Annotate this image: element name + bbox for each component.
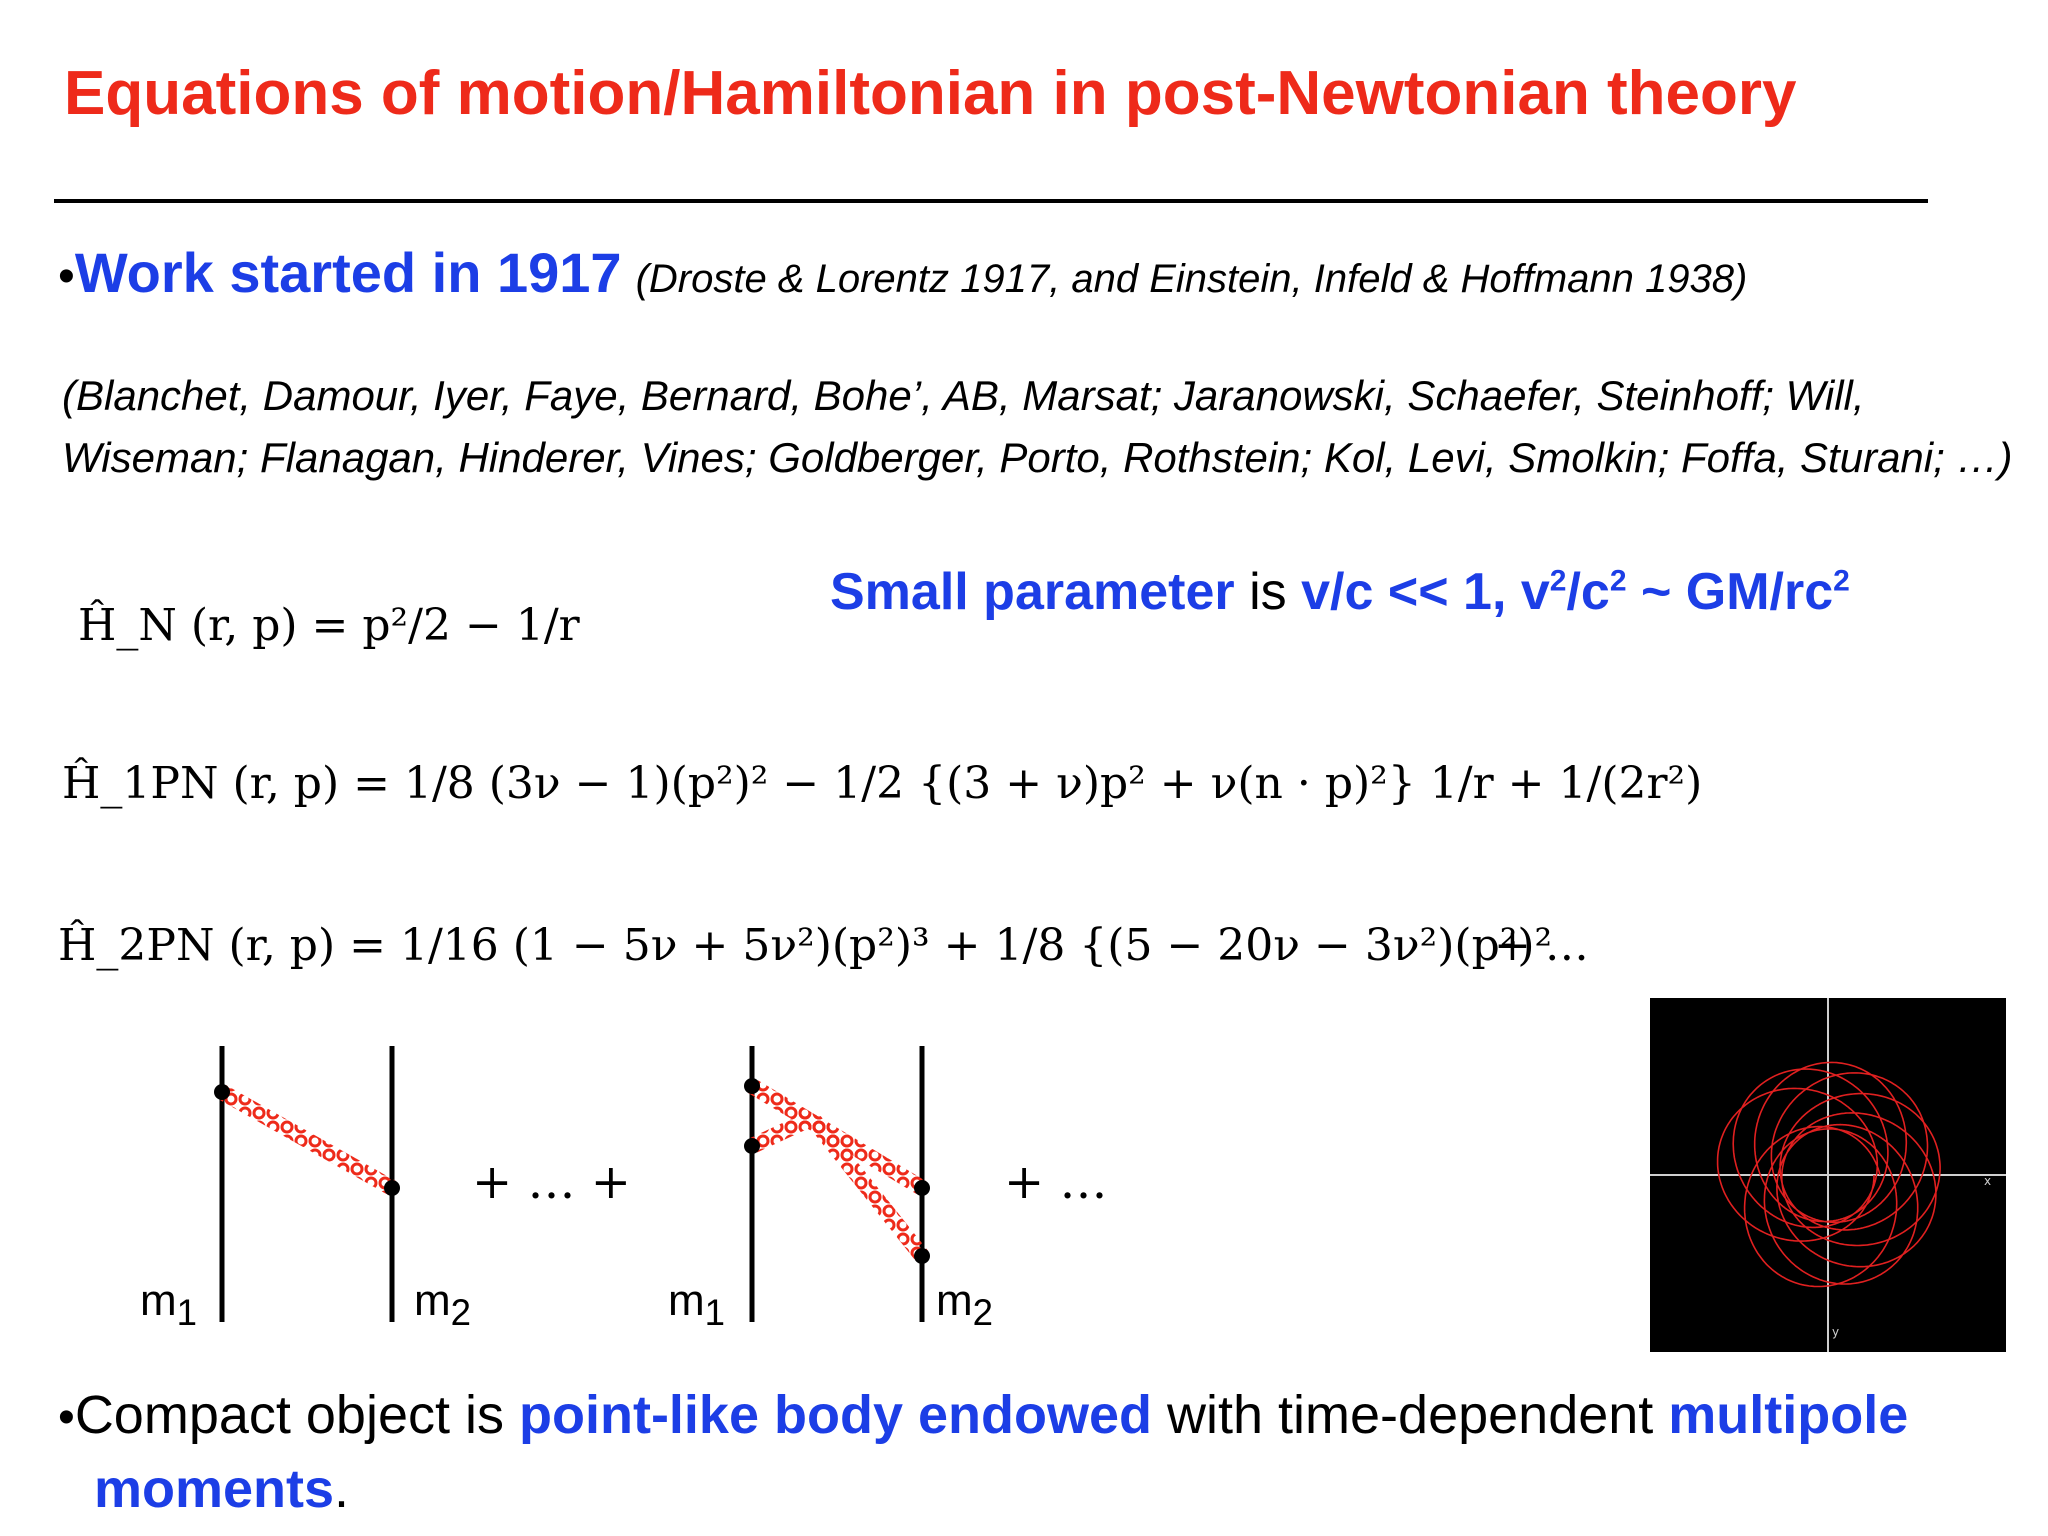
small-parameter-is: is xyxy=(1234,563,1302,621)
orbit-x-label: x xyxy=(1984,1174,1991,1188)
bullet-work-started: •Work started in 1917 (Droste & Lorentz 1… xyxy=(58,240,1747,305)
bullet1-main: Work started in 1917 xyxy=(74,241,622,304)
bullet-dot: • xyxy=(58,250,75,303)
vertex-dot xyxy=(914,1248,930,1264)
vertex-dot xyxy=(744,1078,760,1094)
orbit-y-label: y xyxy=(1832,1325,1839,1339)
mass-label-m2-diagram2: m2 xyxy=(936,1276,993,1334)
bullet2-mid: with time-dependent xyxy=(1152,1385,1669,1445)
mass-label-m2-diagram1: m2 xyxy=(414,1276,471,1334)
small-parameter-sup3: 2 xyxy=(1833,564,1850,598)
small-parameter-statement: Small parameter is v/c << 1, v2/c2 ~ GM/… xyxy=(830,562,1850,622)
vertex-dot xyxy=(214,1084,230,1100)
bullet-compact-object-continuation: moments. xyxy=(94,1458,349,1520)
mass-subscript: 1 xyxy=(704,1291,726,1333)
mass-symbol: m xyxy=(414,1276,451,1325)
small-parameter-expr-b: /c xyxy=(1566,563,1610,621)
mass-symbol: m xyxy=(668,1276,705,1325)
mass-label-m1-diagram2: m1 xyxy=(668,1276,725,1334)
bullet2-pre: Compact object is xyxy=(74,1385,519,1445)
bullet2-highlight3: moments xyxy=(94,1459,335,1519)
orbit-path xyxy=(1716,1061,1941,1288)
bullet1-reference: (Droste & Lorentz 1917, and Einstein, In… xyxy=(635,257,1748,301)
vertex-dot xyxy=(744,1138,760,1154)
orbit-svg: x y xyxy=(1650,998,2006,1352)
equation-1pn-hamiltonian: Ĥ_1PN (r, p) = 1/8 (3ν − 1)(p²)² − 1/2 {… xyxy=(62,758,1703,809)
diagram-plus-mid: + … + xyxy=(472,1154,631,1210)
bullet2-end: . xyxy=(334,1459,350,1519)
graviton-propagator-diagram1 xyxy=(218,1085,396,1195)
equation-2pn-continuation: + … xyxy=(1494,920,1589,971)
mass-subscript: 1 xyxy=(176,1291,198,1333)
small-parameter-sup2: 2 xyxy=(1609,564,1627,598)
mass-subscript: 2 xyxy=(972,1291,994,1333)
authors-line-2: Wiseman; Flanagan, Hinderer, Vines; Gold… xyxy=(62,434,2013,481)
graviton-propagators-diagram2 xyxy=(747,1079,929,1261)
bullet2-highlight2: multipole xyxy=(1668,1385,1909,1445)
orbit-rosette xyxy=(1716,1061,1941,1288)
vertex-dot xyxy=(384,1180,400,1196)
mass-subscript: 2 xyxy=(450,1291,472,1333)
orbit-precession-plot: x y xyxy=(1650,998,2006,1352)
small-parameter-expr-a: v/c << 1, v xyxy=(1301,563,1550,621)
small-parameter-label: Small parameter xyxy=(830,563,1235,621)
small-parameter-sup1: 2 xyxy=(1549,564,1567,598)
vertex-dot xyxy=(914,1180,930,1196)
mass-symbol: m xyxy=(936,1276,973,1325)
equation-2pn-hamiltonian: Ĥ_2PN (r, p) = 1/16 (1 − 5ν + 5ν²)(p²)³ … xyxy=(58,920,1553,971)
small-parameter-expr-c: ~ GM/rc xyxy=(1626,563,1834,621)
bullet-dot: • xyxy=(58,1391,75,1444)
diagram-plus-end: + … xyxy=(1004,1154,1108,1210)
bullet2-highlight1: point-like body endowed xyxy=(519,1385,1152,1445)
bullet-compact-object: •Compact object is point-like body endow… xyxy=(58,1384,1908,1446)
slide-title: Equations of motion/Hamiltonian in post-… xyxy=(64,59,1797,128)
authors-line-1: (Blanchet, Damour, Iyer, Faye, Bernard, … xyxy=(62,372,1865,419)
mass-symbol: m xyxy=(140,1276,177,1325)
mass-label-m1-diagram1: m1 xyxy=(140,1276,197,1334)
title-divider xyxy=(54,199,1928,203)
equation-newtonian-hamiltonian: Ĥ_N (r, p) = p²/2 − 1/r xyxy=(78,600,580,651)
